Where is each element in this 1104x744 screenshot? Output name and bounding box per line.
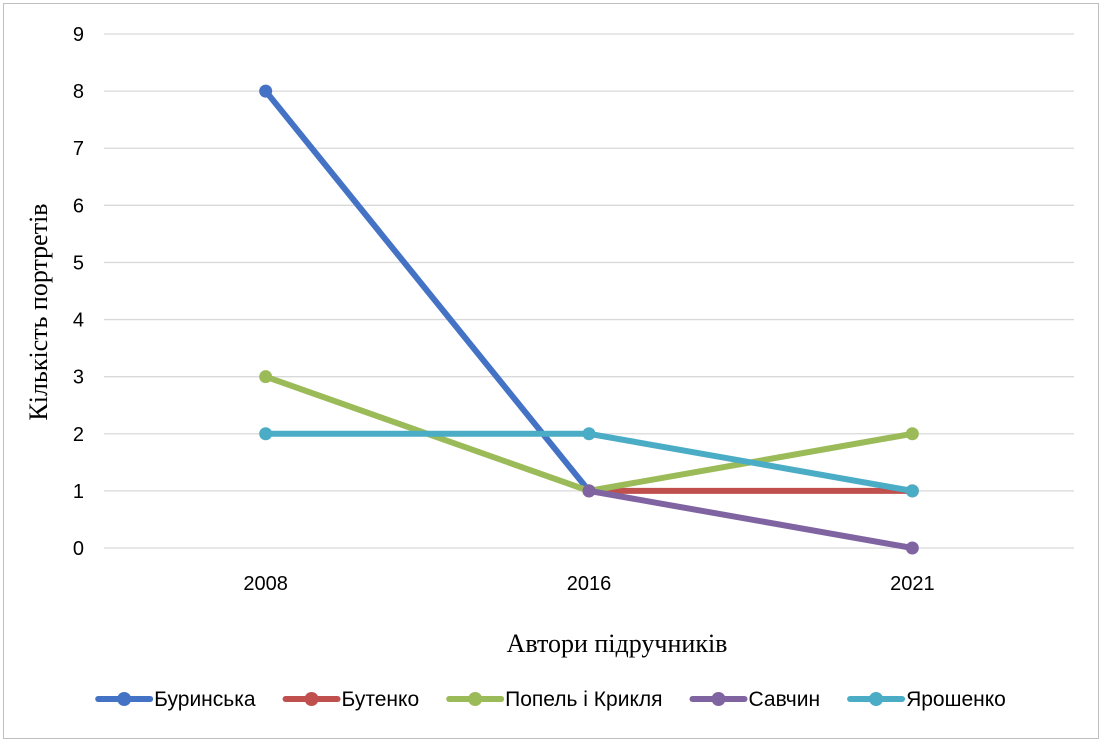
y-tick-label: 9 — [73, 24, 84, 46]
y-tick-label: 7 — [73, 138, 84, 160]
legend-label: Попель і Крикля — [505, 688, 662, 711]
data-point — [259, 427, 273, 441]
x-axis-title: Автори підручників — [507, 629, 728, 658]
legend-label: Савчин — [749, 688, 821, 711]
data-point — [582, 427, 596, 441]
data-point — [905, 541, 919, 555]
gridlines — [104, 33, 1074, 549]
data-point — [259, 84, 273, 98]
y-tick-label: 8 — [73, 81, 84, 103]
x-tick-label: 2016 — [567, 573, 612, 595]
legend-marker — [869, 692, 884, 706]
legend-marker — [711, 692, 726, 706]
data-point — [905, 484, 919, 498]
y-axis-title: Кількість портретів — [24, 203, 53, 420]
y-axis-ticks: 0 1 2 3 4 5 6 7 8 9 — [73, 24, 84, 560]
data-point — [582, 484, 596, 498]
legend-label: Ярошенко — [906, 688, 1006, 711]
legend-item: Ярошенко — [847, 688, 1006, 711]
x-tick-label: 2021 — [890, 573, 935, 595]
series-line — [586, 487, 916, 551]
data-point — [259, 370, 273, 384]
series-line — [262, 430, 916, 494]
series-2 — [582, 484, 919, 498]
legend-item: Савчин — [689, 688, 821, 711]
x-axis-ticks: 2008 2016 2021 — [243, 573, 934, 595]
legend-item: Бутенко — [282, 688, 420, 711]
legend: Буринська Бутенко Попель і Крикля Савчин Яро… — [95, 688, 1006, 711]
y-tick-label: 1 — [73, 481, 84, 503]
y-tick-label: 5 — [73, 252, 84, 274]
legend-marker — [304, 692, 319, 706]
legend-item: Буринська — [95, 688, 256, 711]
series-5 — [259, 427, 919, 498]
legend-marker — [468, 692, 483, 706]
legend-label: Буринська — [154, 688, 256, 711]
legend-marker — [117, 692, 132, 706]
y-tick-label: 2 — [73, 424, 84, 446]
legend-item: Попель і Крикля — [446, 688, 663, 711]
y-tick-label: 4 — [73, 310, 84, 332]
y-tick-label: 3 — [73, 367, 84, 389]
data-point — [905, 427, 919, 441]
x-tick-label: 2008 — [243, 573, 288, 595]
series-lines — [259, 84, 919, 555]
series-line — [262, 88, 592, 494]
y-tick-label: 6 — [73, 195, 84, 217]
y-tick-label: 0 — [73, 538, 84, 560]
series-4 — [582, 484, 919, 555]
legend-label: Бутенко — [342, 688, 420, 711]
chart-frame — [3, 3, 1099, 739]
